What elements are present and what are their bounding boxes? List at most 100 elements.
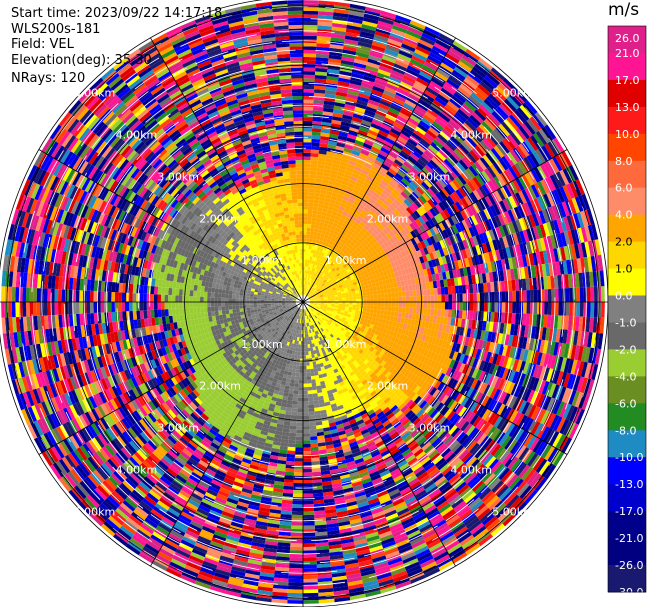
sweep-cell: [526, 302, 531, 314]
sweep-cell: [333, 275, 338, 279]
sweep-cell: [601, 286, 605, 302]
sweep-cell: [481, 121, 494, 134]
sweep-cell: [391, 25, 408, 34]
sweep-cell: [306, 281, 309, 285]
sweep-cell: [350, 256, 356, 262]
sweep-cell: [469, 293, 474, 302]
sweep-cell: [509, 93, 523, 108]
sweep-cell: [318, 200, 325, 205]
sweep-cell: [363, 215, 371, 222]
sweep-cell: [352, 146, 362, 153]
sweep-cell: [329, 199, 336, 204]
sweep-cell: [365, 212, 373, 220]
sweep-cell: [314, 228, 319, 233]
sweep-cell: [349, 207, 357, 213]
sweep-cell: [356, 233, 363, 239]
sweep-cell: [311, 128, 322, 133]
sweep-cell: [377, 293, 381, 299]
sweep-cell: [303, 142, 312, 146]
sweep-cell: [399, 108, 412, 118]
sweep-cell: [459, 106, 472, 118]
sweep-cell: [353, 62, 367, 69]
sweep-cell: [522, 302, 527, 314]
sweep-cell: [457, 108, 470, 120]
sweep-cell: [459, 57, 475, 70]
sweep-cell: [308, 415, 316, 420]
sweep-cell: [312, 361, 317, 366]
sweep-cell: [371, 119, 383, 127]
sweep-cell: [340, 121, 351, 127]
sweep-cell: [335, 178, 343, 184]
sweep-cell: [337, 168, 346, 174]
sweep-cell: [412, 164, 422, 173]
sweep-cell: [313, 364, 317, 369]
sweep-cell: [303, 191, 309, 196]
sweep-cell: [328, 180, 336, 186]
sweep-cell: [565, 302, 570, 316]
sweep-cell: [312, 124, 322, 129]
sweep-cell: [332, 15, 348, 22]
sweep-cell: [341, 297, 346, 300]
sweep-cell: [488, 70, 503, 83]
sweep-cell: [359, 126, 370, 133]
sweep-cell: [437, 178, 447, 188]
sweep-cell: [434, 96, 448, 107]
sweep-cell: [430, 288, 435, 296]
sweep-cell: [327, 144, 337, 150]
sweep-cell: [484, 75, 498, 89]
sweep-cell: [392, 188, 401, 197]
sweep-cell: [402, 40, 418, 49]
sweep-cell: [390, 201, 399, 210]
sweep-cell: [323, 234, 329, 239]
sweep-cell: [330, 271, 335, 276]
sweep-cell: [314, 192, 321, 197]
sweep-cell: [390, 165, 399, 173]
sweep-cell: [405, 68, 420, 78]
sweep-cell: [436, 166, 446, 176]
sweep-cell: [533, 302, 538, 315]
sweep-cell: [299, 358, 303, 363]
sweep-cell: [469, 149, 480, 162]
sweep-cell: [303, 415, 310, 420]
sweep-cell: [407, 155, 417, 164]
sweep-cell: [429, 80, 443, 91]
sweep-cell: [348, 10, 365, 18]
sweep-cell: [303, 412, 309, 416]
sweep-cell: [452, 133, 464, 144]
sweep-cell: [451, 286, 456, 295]
sweep-cell: [346, 238, 353, 244]
sweep-cell: [445, 171, 455, 182]
sweep-cell: [355, 218, 362, 225]
sweep-cell: [347, 259, 353, 264]
sweep-cell: [380, 146, 390, 155]
sweep-cell: [439, 62, 454, 73]
sweep-cell: [311, 271, 315, 276]
sweep-cell: [335, 91, 348, 97]
sweep-cell: [307, 294, 311, 297]
sweep-cell: [329, 173, 337, 179]
sweep-cell: [348, 210, 355, 216]
sweep-cell: [310, 156, 319, 161]
sweep-cell: [320, 277, 325, 281]
sweep-cell: [332, 222, 338, 228]
sweep-cell: [448, 153, 459, 165]
sweep-cell: [387, 223, 395, 231]
sweep-cell: [354, 197, 362, 204]
sweep-cell: [308, 404, 315, 409]
sweep-cell: [331, 119, 342, 125]
sweep-cell: [315, 178, 323, 183]
sweep-cell: [310, 443, 319, 448]
sweep-cell: [309, 267, 313, 272]
sweep-cell: [304, 270, 307, 274]
sweep-cell: [507, 134, 519, 148]
sweep-cell: [390, 221, 397, 229]
sweep-cell: [352, 188, 360, 195]
sweep-cell: [305, 292, 308, 296]
sweep-cell: [303, 216, 308, 221]
sweep-cell: [423, 61, 438, 72]
sweep-cell: [303, 99, 314, 104]
sweep-cell: [446, 78, 460, 90]
sweep-cell: [463, 138, 475, 150]
sweep-cell: [316, 36, 331, 41]
sweep-cell: [305, 273, 308, 278]
